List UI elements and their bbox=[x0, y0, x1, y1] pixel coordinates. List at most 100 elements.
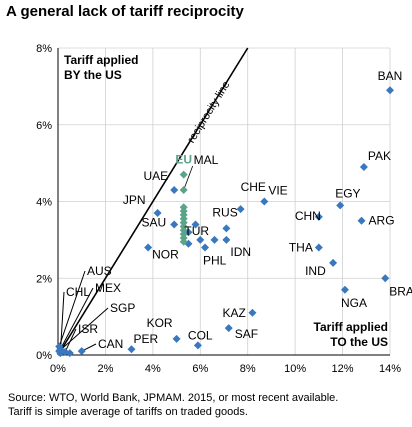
data-points bbox=[55, 86, 394, 358]
data-point-che bbox=[236, 205, 245, 214]
data-point-tha bbox=[314, 243, 323, 252]
point-label-chn: CHN bbox=[295, 209, 321, 223]
source-note: Source: WTO, World Bank, JPMAM. 2015, or… bbox=[8, 391, 338, 419]
eu-data-point bbox=[179, 237, 188, 246]
point-label-ind: IND bbox=[305, 264, 326, 278]
point-label-pak: PAK bbox=[368, 149, 391, 163]
leader-line-aus bbox=[58, 270, 86, 347]
point-label-tur: TUR bbox=[184, 224, 209, 238]
point-label-kaz: KAZ bbox=[222, 306, 245, 320]
point-label-vie: VIE bbox=[268, 184, 287, 198]
point-label-chl: CHL bbox=[66, 285, 90, 299]
data-point bbox=[196, 235, 205, 244]
data-point-phl bbox=[201, 243, 210, 252]
data-point bbox=[65, 349, 74, 358]
point-label-nor: NOR bbox=[152, 248, 179, 262]
x-axis-annotation-line: TO the US bbox=[330, 335, 388, 349]
point-label-sau: SAU bbox=[142, 216, 167, 230]
x-axis-annotation-line: Tariff applied bbox=[314, 320, 388, 334]
eu-data-point bbox=[179, 170, 188, 179]
data-point-ban bbox=[386, 86, 394, 95]
point-label-uae: UAE bbox=[144, 169, 169, 183]
source-line-1: Source: WTO, World Bank, JPMAM. 2015, or… bbox=[8, 392, 339, 404]
point-label-isr: ISR bbox=[78, 322, 98, 336]
point-label-tha: THA bbox=[289, 241, 313, 255]
data-point-uae bbox=[170, 185, 179, 194]
data-point bbox=[191, 220, 200, 229]
y-tick-label: 6% bbox=[36, 120, 52, 132]
data-point-rus bbox=[222, 224, 231, 233]
data-point bbox=[210, 235, 219, 244]
data-point-nor bbox=[144, 243, 153, 252]
y-tick-label: 0% bbox=[36, 350, 52, 362]
data-point-can bbox=[77, 347, 86, 356]
data-point-pak bbox=[359, 162, 368, 171]
data-point-per bbox=[127, 345, 136, 354]
axes bbox=[57, 48, 390, 356]
x-tick-label: 10% bbox=[284, 363, 306, 375]
leader-line-isr bbox=[64, 328, 77, 353]
eu-group-label: EU bbox=[175, 153, 192, 167]
point-label-per: PER bbox=[134, 332, 159, 346]
data-point-vie bbox=[260, 197, 269, 206]
data-point-chn bbox=[314, 212, 323, 221]
point-label-sgp: SGP bbox=[110, 301, 135, 315]
data-point-idn bbox=[222, 235, 231, 244]
data-point-sau bbox=[170, 220, 179, 229]
x-tick-label: 12% bbox=[332, 363, 354, 375]
x-tick-label: 2% bbox=[97, 363, 113, 375]
chart-title: A general lack of tariff reciprocity bbox=[6, 3, 244, 20]
point-label-phl: PHL bbox=[203, 254, 227, 268]
point-label-idn: IDN bbox=[230, 245, 251, 259]
point-label-mal: MAL bbox=[194, 153, 219, 167]
data-point-bra bbox=[381, 274, 390, 283]
y-tick-label: 8% bbox=[36, 43, 52, 55]
data-point-kor bbox=[172, 334, 181, 343]
data-point-arg bbox=[357, 216, 366, 225]
point-label-che: CHE bbox=[241, 180, 266, 194]
point-label-rus: RUS bbox=[212, 205, 237, 219]
point-label-egy: EGY bbox=[335, 186, 360, 200]
y-tick-label: 2% bbox=[36, 273, 52, 285]
leader-line-mal bbox=[183, 165, 194, 191]
y-axis-annotation-line: BY the US bbox=[64, 68, 122, 82]
source-line-2: Tariff is simple average of tariffs on t… bbox=[8, 406, 248, 418]
point-label-kor: KOR bbox=[147, 316, 173, 330]
x-tick-label: 14% bbox=[379, 363, 401, 375]
data-point-saf bbox=[224, 324, 233, 333]
reciprocity-line-label: reciprocity line bbox=[185, 79, 232, 145]
leader-line-mex bbox=[59, 287, 94, 350]
point-label-mex: MEX bbox=[95, 281, 121, 295]
point-label-col: COL bbox=[188, 328, 213, 342]
point-label-arg: ARG bbox=[369, 214, 395, 228]
point-label-ban: BAN bbox=[378, 69, 403, 83]
point-label-aus: AUS bbox=[87, 264, 112, 278]
point-label-bra: BRA bbox=[389, 284, 412, 298]
x-tick-label: 8% bbox=[240, 363, 256, 375]
data-point-nga bbox=[340, 285, 349, 294]
reciprocity-line bbox=[57, 47, 249, 356]
point-label-saf: SAF bbox=[235, 327, 258, 341]
x-tick-label: 6% bbox=[192, 363, 208, 375]
x-tick-label: 0% bbox=[50, 363, 66, 375]
eu-data-point bbox=[179, 185, 188, 194]
data-point-col bbox=[193, 341, 202, 350]
leader-line-sgp bbox=[58, 307, 109, 352]
point-label-can: CAN bbox=[98, 337, 123, 351]
data-point-egy bbox=[336, 201, 345, 210]
y-tick-label: 4% bbox=[36, 197, 52, 209]
point-label-nga: NGA bbox=[341, 296, 367, 310]
leader-line-chl bbox=[59, 291, 65, 354]
data-point-kaz bbox=[248, 308, 257, 317]
point-label-jpn: JPN bbox=[123, 193, 146, 207]
tick-labels: 0% 2% 4% 6% 8% 10% 12% 14% 0% 2% 4% 6% 8% bbox=[36, 43, 401, 375]
x-tick-label: 4% bbox=[145, 363, 161, 375]
leader-lines bbox=[58, 165, 194, 354]
y-axis-annotation-line: Tariff applied bbox=[64, 53, 138, 67]
data-point-ind bbox=[329, 258, 338, 267]
data-point-jpn bbox=[153, 209, 162, 218]
